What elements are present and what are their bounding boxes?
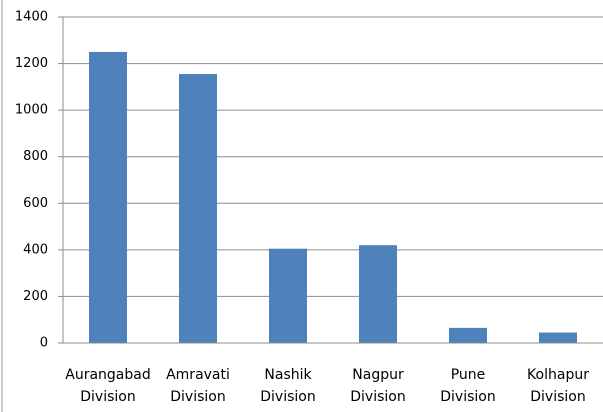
y-tick-label: 600 — [23, 196, 48, 211]
x-tick-label: Nagpur Division — [350, 367, 406, 405]
x-tick-label: Pune Division — [440, 367, 496, 405]
y-tick-label: 200 — [23, 289, 48, 304]
bar — [179, 74, 217, 344]
y-tick-label: 800 — [23, 149, 48, 164]
y-tick-label: 1200 — [15, 56, 48, 71]
x-tick-label: Amravati Division — [166, 367, 230, 405]
bar — [359, 245, 397, 343]
bar — [269, 248, 307, 343]
y-tick-label: 1400 — [15, 10, 48, 25]
x-tick-label: Kolhapur Division — [527, 367, 589, 405]
y-tick-label: 0 — [40, 336, 48, 351]
bar — [89, 51, 127, 344]
bar — [539, 332, 577, 343]
y-tick-label: 1000 — [15, 103, 48, 118]
x-tick-label: Aurangabad Division — [65, 367, 151, 405]
bar — [449, 327, 487, 343]
x-tick-label: Nashik Division — [260, 367, 316, 405]
y-tick-label: 400 — [23, 242, 48, 257]
